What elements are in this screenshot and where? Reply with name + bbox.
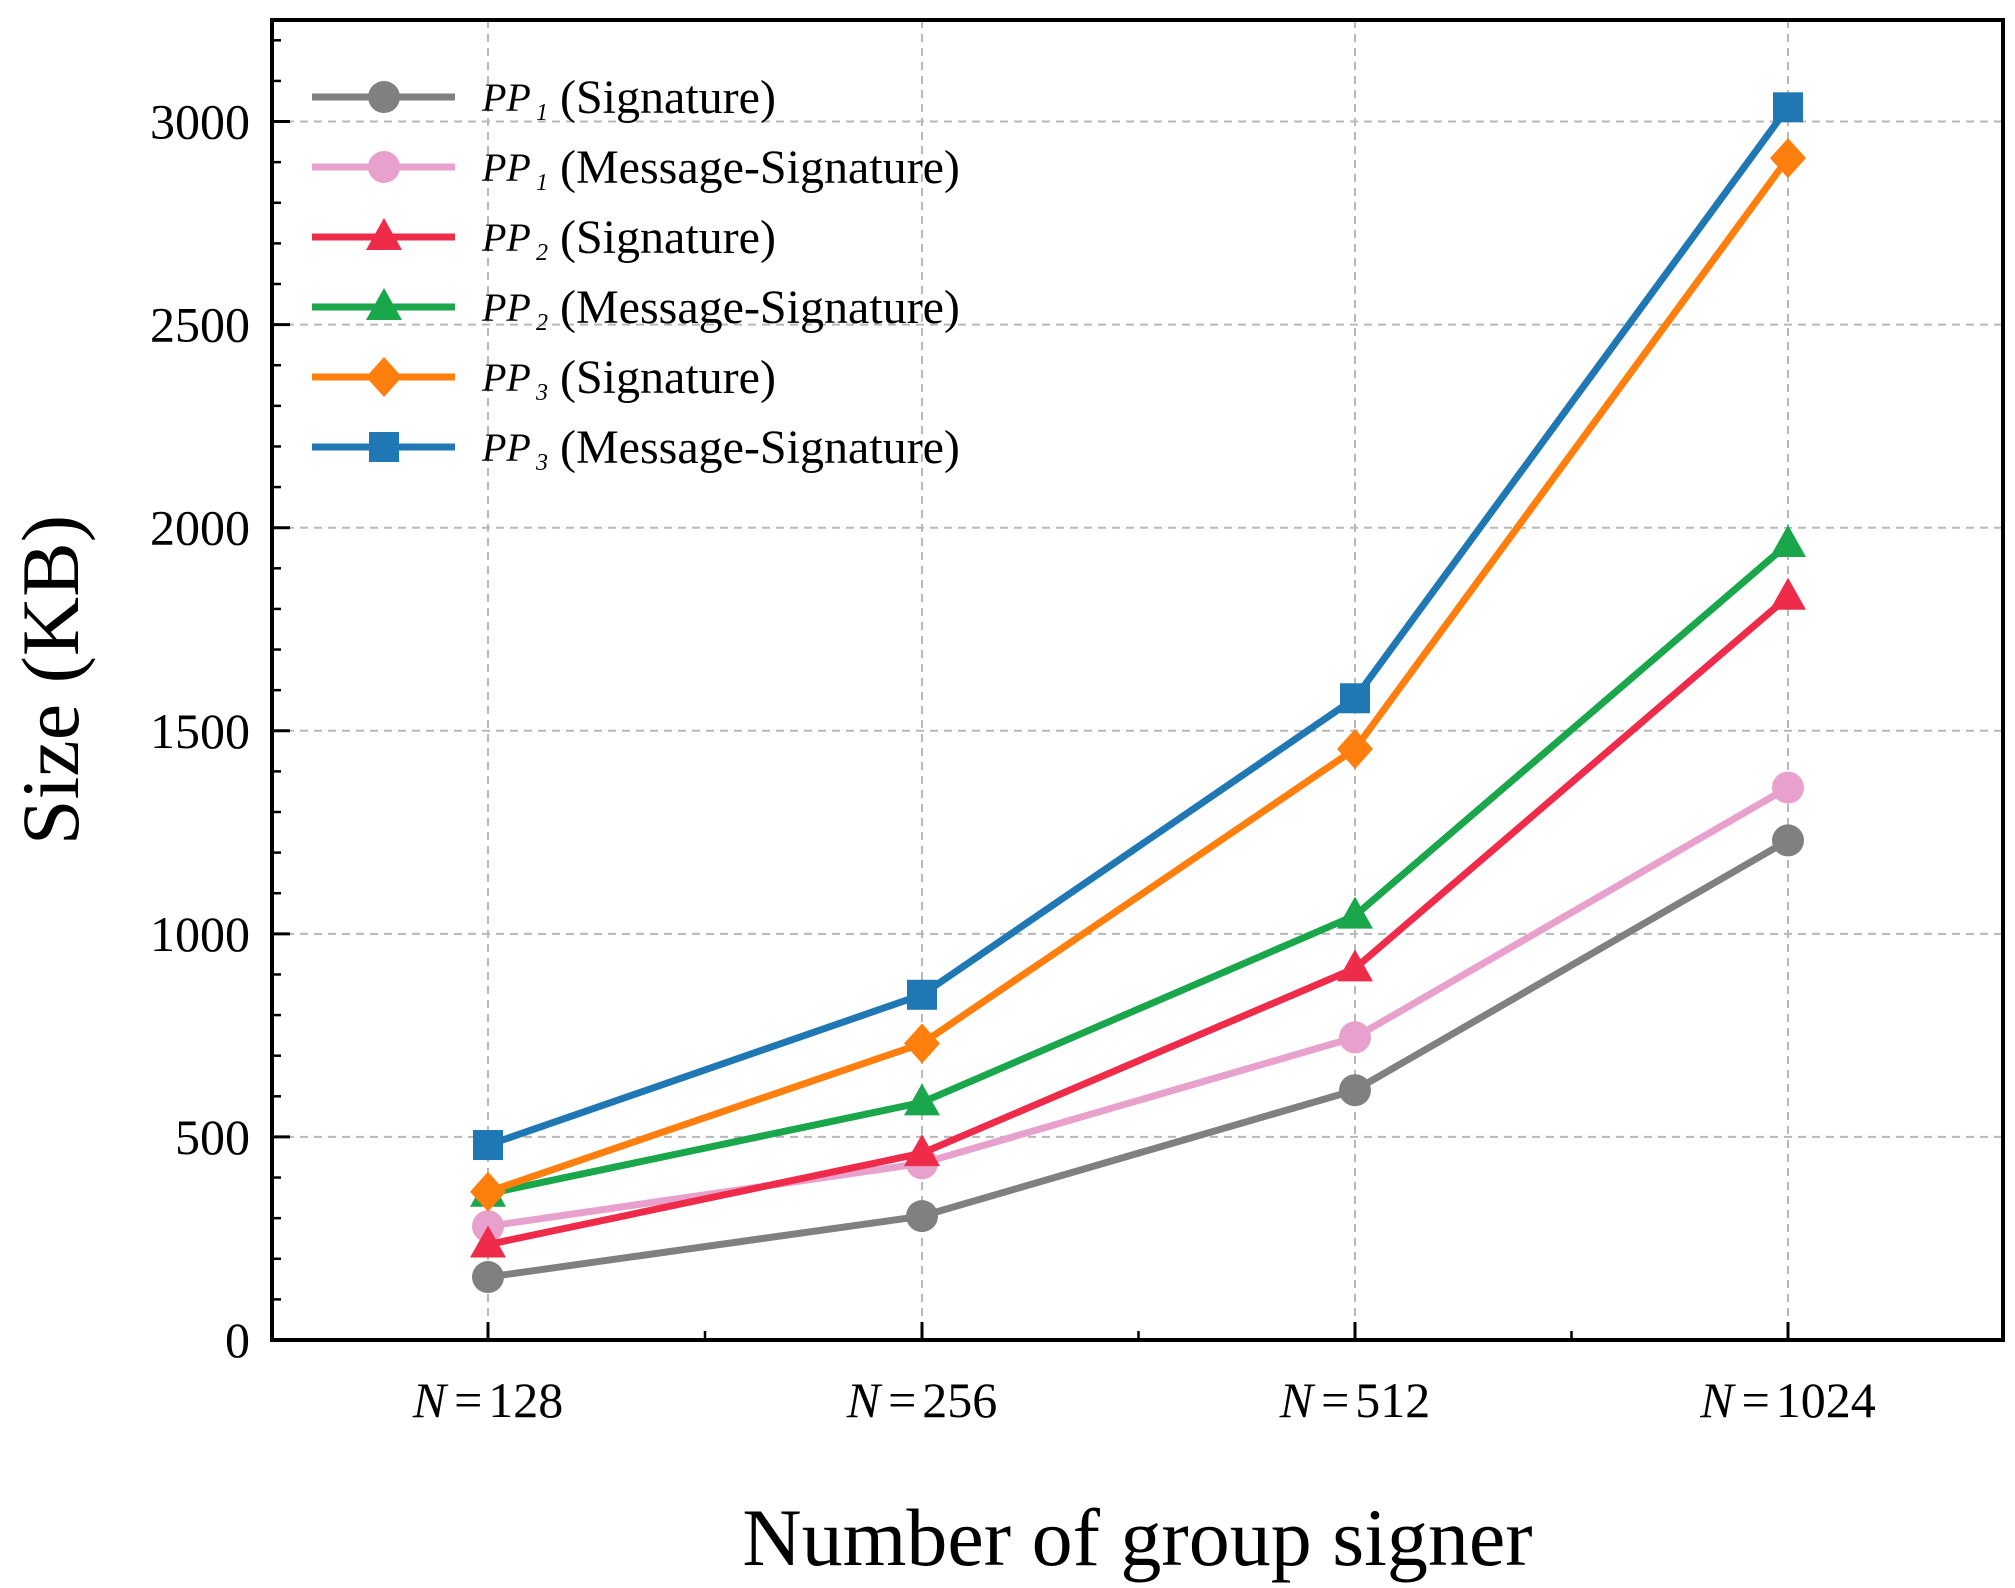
legend-subscript: 3 xyxy=(535,450,548,476)
legend-subscript: 1 xyxy=(536,100,548,126)
x-axis: N = 128 N = 256 N = 512 N = 1024 xyxy=(412,1322,1876,1428)
legend-label: (Signature) xyxy=(560,71,776,124)
series-1 xyxy=(472,824,1804,1294)
data-point xyxy=(1773,92,1803,123)
data-point xyxy=(1772,771,1804,804)
legend-item: PP 1 (Signature) xyxy=(312,71,776,126)
y-tick-label: 3000 xyxy=(150,94,250,150)
legend-subscript: 2 xyxy=(536,310,548,336)
y-axis-title: Size (KB) xyxy=(5,515,96,845)
legend-marker xyxy=(368,151,400,183)
legend-label: (Message-Signature) xyxy=(560,421,960,474)
legend-label: (Message-Signature) xyxy=(560,141,960,194)
legend-item: PP 2 (Message-Signature) xyxy=(312,281,960,336)
series-line xyxy=(486,156,1791,1196)
data-point xyxy=(472,1261,504,1294)
x-tick-eq: = xyxy=(454,1372,482,1428)
x-tick-num: 512 xyxy=(1355,1372,1430,1428)
series-5 xyxy=(470,138,1806,1212)
x-axis-title: Number of group signer xyxy=(742,1492,1532,1583)
data-point xyxy=(1770,138,1806,179)
legend-subscript: 1 xyxy=(536,170,548,196)
x-tick-var: N xyxy=(846,1372,883,1428)
data-point xyxy=(904,1083,940,1116)
data-point xyxy=(470,1225,506,1258)
grid-lines xyxy=(272,20,2003,1340)
legend-item: PP 3 (Signature) xyxy=(312,351,776,406)
legend-symbol: PP xyxy=(481,145,531,190)
y-tick-label: 500 xyxy=(175,1109,250,1165)
data-point xyxy=(470,1171,506,1212)
y-tick-label: 2000 xyxy=(150,500,250,556)
legend-symbol: PP xyxy=(481,355,531,400)
x-tick-label: N = 512 xyxy=(1279,1372,1431,1428)
series-line xyxy=(487,784,1790,1230)
x-tick-num: 1024 xyxy=(1776,1372,1876,1428)
data-point xyxy=(1339,1021,1371,1054)
x-tick-label: N = 128 xyxy=(412,1372,564,1428)
data-point xyxy=(473,1130,503,1161)
legend-label: (Signature) xyxy=(560,351,776,404)
legend-marker xyxy=(368,81,400,113)
legend-item: PP 1 (Message-Signature) xyxy=(312,141,960,196)
series-3 xyxy=(470,577,1806,1258)
data-point xyxy=(1340,683,1370,714)
series-line xyxy=(487,541,1791,1198)
legend-label: (Message-Signature) xyxy=(560,281,960,334)
y-tick-label: 2500 xyxy=(150,297,250,353)
data-point xyxy=(1337,729,1373,770)
data-point xyxy=(1339,1074,1371,1107)
x-tick-eq: = xyxy=(1742,1372,1770,1428)
legend-symbol: PP xyxy=(481,75,531,120)
x-tick-label: N = 1024 xyxy=(1699,1372,1876,1428)
data-point xyxy=(907,979,937,1010)
data-point xyxy=(906,1200,938,1233)
data-point xyxy=(904,1023,940,1064)
legend-subscript: 2 xyxy=(536,240,548,266)
series-line xyxy=(486,105,1791,1149)
legend-marker xyxy=(366,288,402,320)
legend-marker xyxy=(366,218,402,250)
data-point xyxy=(904,1134,940,1167)
x-tick-num: 128 xyxy=(488,1372,563,1428)
y-tick-label: 1500 xyxy=(150,703,250,759)
data-point xyxy=(1337,949,1373,982)
series-line xyxy=(487,837,1790,1281)
legend-label: (Signature) xyxy=(560,211,776,264)
x-tick-num: 256 xyxy=(922,1372,997,1428)
y-tick-label: 0 xyxy=(225,1312,250,1368)
legend-marker xyxy=(369,432,399,462)
data-point xyxy=(1772,824,1804,857)
series-layer xyxy=(470,92,1806,1294)
series-6 xyxy=(473,92,1803,1161)
legend-item: PP 2 (Signature) xyxy=(312,211,776,266)
legend-item: PP 3 (Message-Signature) xyxy=(312,421,960,476)
series-4 xyxy=(470,524,1806,1207)
legend-marker xyxy=(366,357,402,397)
x-tick-var: N xyxy=(1279,1372,1316,1428)
data-point xyxy=(1337,896,1373,929)
legend: PP 1 (Signature)PP 1 (Message-Signature)PP 2(… xyxy=(312,71,960,476)
legend-symbol: PP xyxy=(481,285,531,330)
series-line xyxy=(487,594,1791,1248)
x-tick-var: N xyxy=(1699,1372,1736,1428)
legend-symbol: PP xyxy=(481,215,531,260)
legend-symbol: PP xyxy=(481,425,531,470)
x-tick-eq: = xyxy=(888,1372,916,1428)
data-point xyxy=(1770,577,1806,610)
y-axis: 0 500 1000 1500 2000 2500 3000 xyxy=(150,39,290,1368)
y-tick-label: 1000 xyxy=(150,906,250,962)
x-tick-eq: = xyxy=(1321,1372,1349,1428)
legend-subscript: 3 xyxy=(535,380,548,406)
x-tick-label: N = 256 xyxy=(846,1372,998,1428)
data-point xyxy=(1770,524,1806,557)
x-tick-var: N xyxy=(412,1372,449,1428)
